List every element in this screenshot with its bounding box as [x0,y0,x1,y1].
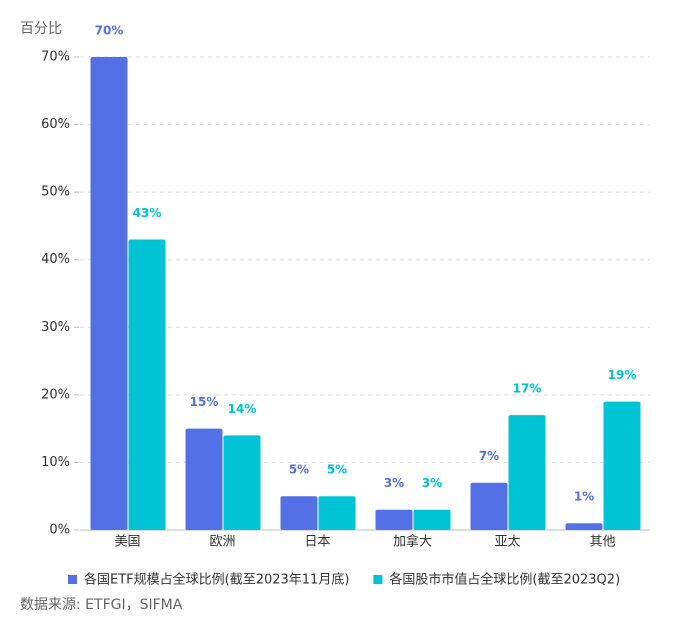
bar [603,401,641,530]
value-label: 19% [608,368,637,382]
value-label: 15% [190,395,219,409]
bar [565,523,603,530]
bar [413,509,451,530]
value-label: 3% [384,476,404,490]
bar [470,482,508,530]
value-label: 3% [422,476,442,490]
y-tick-label: 70% [41,50,70,65]
value-label: 7% [479,449,499,463]
bar [223,435,261,530]
bar [375,509,413,530]
bar [90,57,128,530]
bar [508,415,546,530]
value-label: 17% [513,382,542,396]
y-tick-label: 60% [41,117,70,132]
legend-label: 各国股市市值占全球比例(截至2023Q2) [389,572,620,588]
x-tick-label: 欧洲 [209,535,235,550]
bar [280,496,318,530]
y-axis-label: 百分比 [20,21,62,37]
legend-swatch [373,575,383,584]
legend-label: 各国ETF规模占全球比例(截至2023年11月底) [84,572,349,588]
bar [128,239,166,530]
source: 数据来源: ETFGI，SIFMA [20,597,183,613]
value-label: 5% [289,463,309,477]
value-label: 1% [574,490,594,504]
y-tick-label: 30% [41,320,70,335]
value-label: 70% [95,24,124,38]
bar [185,428,223,530]
x-tick-label: 亚太 [494,535,520,550]
bar [318,496,356,530]
x-tick-label: 美国 [114,535,140,550]
x-tick-label: 其他 [589,535,615,550]
value-label: 43% [133,206,162,220]
value-label: 5% [327,463,347,477]
value-label: 14% [228,402,257,416]
y-tick-label: 10% [41,455,70,470]
y-tick-label: 40% [41,252,70,267]
y-tick-label: 0% [49,523,70,538]
x-tick-label: 加拿大 [393,534,432,550]
x-tick-label: 日本 [304,535,330,550]
legend-swatch [68,575,77,584]
y-tick-label: 20% [41,387,70,402]
y-tick-label: 50% [41,185,70,200]
